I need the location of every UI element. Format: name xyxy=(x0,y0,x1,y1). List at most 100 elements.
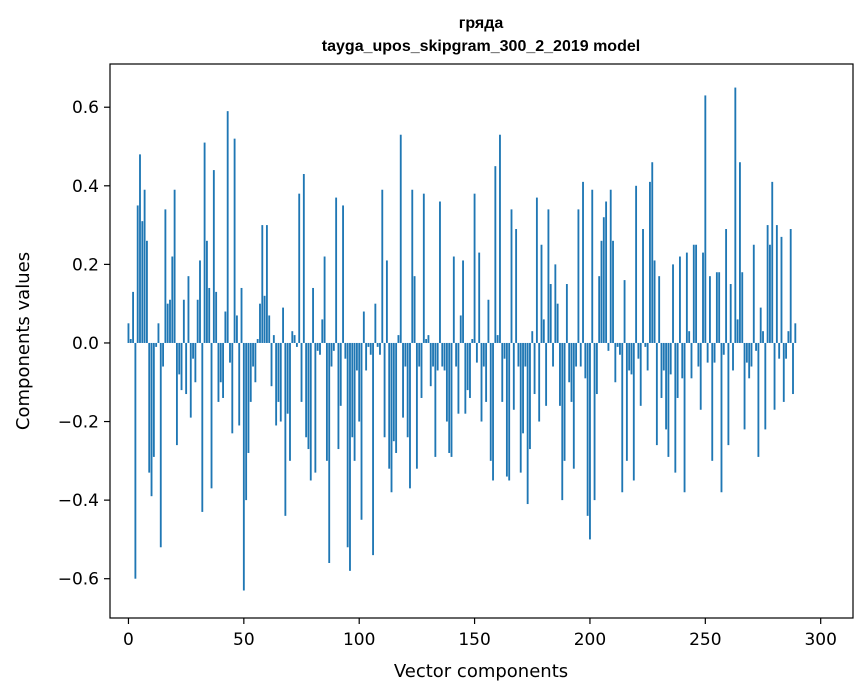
x-tick-label: 150 xyxy=(458,630,490,650)
bar-169 xyxy=(517,342,520,367)
y-tick-label: −0.4 xyxy=(58,491,99,511)
bar-24 xyxy=(182,299,185,343)
bar-74 xyxy=(298,193,301,343)
bar-79 xyxy=(309,342,312,481)
bar-46 xyxy=(233,138,236,343)
bar-1 xyxy=(129,339,132,343)
bar-85 xyxy=(323,256,326,343)
bar-134 xyxy=(436,342,439,371)
bar-226 xyxy=(649,181,651,343)
bar-158 xyxy=(492,342,494,481)
bar-44 xyxy=(229,342,231,363)
bar-153 xyxy=(480,342,483,422)
bar-240 xyxy=(681,342,684,379)
y-axis-label: Components values xyxy=(13,252,34,430)
bar-237 xyxy=(674,342,677,473)
bar-193 xyxy=(572,342,575,469)
bar-155 xyxy=(485,342,488,402)
bar-263 xyxy=(734,87,737,343)
bar-81 xyxy=(314,342,317,473)
x-tick-label: 0 xyxy=(123,630,134,650)
bar-70 xyxy=(289,342,291,461)
bar-266 xyxy=(741,272,744,343)
bar-156 xyxy=(487,299,490,343)
bar-287 xyxy=(789,229,792,343)
bar-13 xyxy=(157,323,160,343)
bar-72 xyxy=(293,335,296,343)
bar-282 xyxy=(778,342,781,359)
bar-99 xyxy=(355,342,358,371)
bar-56 xyxy=(256,339,259,343)
bar-98 xyxy=(353,342,356,461)
bar-243 xyxy=(688,331,691,343)
bar-212 xyxy=(616,342,619,347)
bar-140 xyxy=(450,342,453,457)
bar-185 xyxy=(554,264,557,343)
bar-241 xyxy=(683,342,686,493)
bar-273 xyxy=(757,342,760,457)
bar-43 xyxy=(226,111,229,343)
bar-165 xyxy=(508,342,511,481)
bar-227 xyxy=(651,162,654,343)
bar-132 xyxy=(432,342,434,367)
bar-137 xyxy=(443,342,446,371)
bar-149 xyxy=(471,339,474,343)
bar-189 xyxy=(563,342,566,461)
bar-222 xyxy=(639,342,642,406)
bar-171 xyxy=(522,342,524,434)
bar-167 xyxy=(512,342,515,410)
bar-251 xyxy=(706,342,709,363)
bar-5 xyxy=(139,154,141,343)
bar-278 xyxy=(769,244,771,343)
bar-116 xyxy=(395,342,398,453)
bar-202 xyxy=(593,342,596,501)
bar-61 xyxy=(268,315,271,343)
bar-50 xyxy=(242,342,245,591)
bar-126 xyxy=(418,342,421,367)
bar-55 xyxy=(254,342,257,383)
bar-26 xyxy=(187,276,190,343)
bar-253 xyxy=(711,342,714,461)
x-axis-label: Vector components xyxy=(394,661,568,682)
bar-230 xyxy=(658,276,661,343)
bar-239 xyxy=(679,256,681,343)
bar-175 xyxy=(531,331,534,343)
bar-107 xyxy=(374,303,377,343)
bar-12 xyxy=(155,342,158,347)
bar-194 xyxy=(575,342,578,367)
bar-38 xyxy=(215,291,218,343)
bar-49 xyxy=(240,287,243,343)
bar-277 xyxy=(766,225,769,343)
bar-231 xyxy=(660,342,663,398)
bar-128 xyxy=(422,193,425,343)
bar-150 xyxy=(473,193,476,343)
bar-40 xyxy=(219,342,222,383)
bar-225 xyxy=(646,342,649,371)
bar-232 xyxy=(662,342,665,371)
bar-138 xyxy=(445,342,448,422)
bar-106 xyxy=(372,342,374,556)
bar-36 xyxy=(210,342,213,489)
bar-135 xyxy=(439,201,441,343)
bar-261 xyxy=(729,284,732,343)
bar-45 xyxy=(231,342,234,434)
bar-229 xyxy=(655,342,658,446)
bar-65 xyxy=(277,342,280,402)
bar-247 xyxy=(697,342,700,367)
bar-102 xyxy=(362,311,365,343)
bar-73 xyxy=(295,342,298,347)
bar-11 xyxy=(152,342,155,457)
bar-198 xyxy=(584,342,587,379)
bar-96 xyxy=(349,342,351,571)
bar-3 xyxy=(134,342,137,579)
bar-254 xyxy=(713,342,716,363)
bar-203 xyxy=(595,342,598,395)
bar-110 xyxy=(381,189,384,343)
bar-28 xyxy=(192,342,194,359)
bar-219 xyxy=(632,342,635,481)
bar-154 xyxy=(482,342,485,367)
bar-68 xyxy=(284,342,287,516)
plot-frame xyxy=(109,63,854,619)
bar-209 xyxy=(609,189,612,343)
